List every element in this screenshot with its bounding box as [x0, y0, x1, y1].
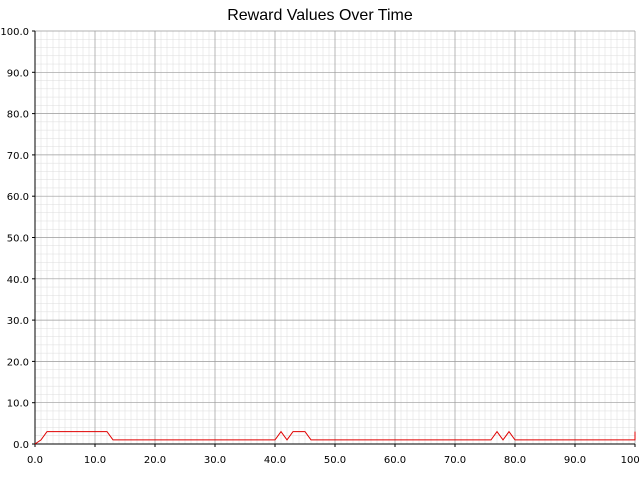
x-tick-label: 50.0 — [324, 455, 346, 466]
x-tick-label: 10.0 — [84, 455, 106, 466]
y-axis-ticks: 0.0 10.0 20.0 30.0 40.0 50.0 60.0 70.0 80.0 90.0 1… — [0, 27, 35, 451]
x-tick-label: 30.0 — [204, 455, 226, 466]
y-tick-label: 60.0 — [7, 192, 29, 203]
x-tick-label: 90.0 — [564, 455, 586, 466]
x-tick-label: 60.0 — [384, 455, 406, 466]
y-tick-label: 50.0 — [7, 234, 29, 245]
x-tick-label: 40.0 — [264, 455, 286, 466]
series-group — [34, 430, 636, 445]
x-axis-ticks: 0.0 10.0 20.0 30.0 40.0 50.0 60.0 70.0 80.0 90.0 1… — [27, 444, 640, 466]
chart-title: Reward Values Over Time — [227, 7, 413, 24]
y-tick-label: 70.0 — [7, 151, 29, 162]
y-tick-label: 100.0 — [0, 27, 29, 38]
y-tick-label: 80.0 — [7, 110, 29, 121]
series-line — [34, 430, 636, 445]
x-tick-label: 80.0 — [504, 455, 526, 466]
y-tick-label: 90.0 — [7, 68, 29, 79]
y-tick-label: 0.0 — [13, 440, 29, 451]
x-tick-label: 20.0 — [144, 455, 166, 466]
y-tick-label: 30.0 — [7, 316, 29, 327]
x-tick-label: 70.0 — [444, 455, 466, 466]
x-tick-label: 0.0 — [27, 455, 43, 466]
x-tick-label: 100.0 — [621, 455, 640, 466]
y-tick-label: 20.0 — [7, 357, 29, 368]
y-tick-label: 40.0 — [7, 275, 29, 286]
y-tick-label: 10.0 — [7, 399, 29, 410]
